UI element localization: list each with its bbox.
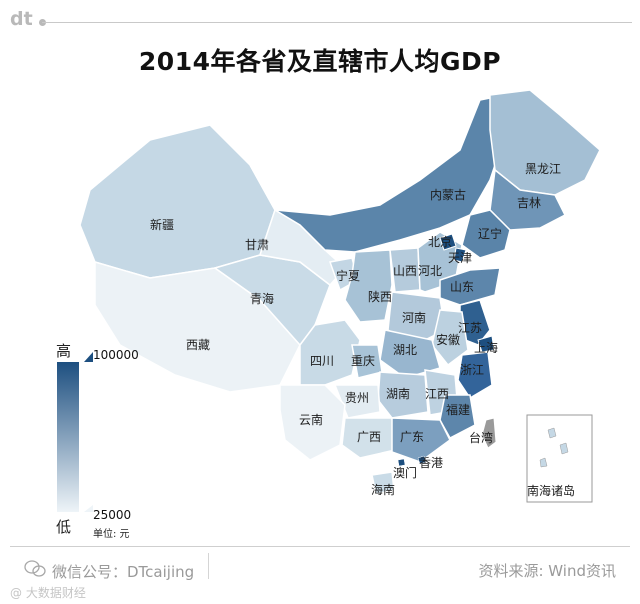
label-jiangxi: 江西	[425, 387, 449, 401]
label-anhui: 安徽	[436, 332, 460, 347]
label-hainan: 海南	[371, 482, 395, 497]
label-xianggang: 香港	[419, 456, 443, 470]
region-henan	[387, 291, 446, 346]
label-gansu: 甘肃	[245, 238, 269, 252]
south-sea-inset	[526, 414, 593, 503]
label-jilin: 吉林	[517, 196, 541, 210]
label-taiwan: 台湾	[469, 430, 493, 445]
label-shanghai: 上海	[474, 340, 498, 355]
region-shanghai	[477, 335, 495, 353]
footer-separator	[208, 553, 209, 579]
header-rule	[42, 22, 632, 23]
label-heilongjiang: 黑龙江	[525, 162, 561, 176]
wechat-icon	[24, 560, 46, 582]
label-guizhou: 贵州	[345, 391, 369, 405]
label-nanhai: 南海诸岛	[527, 483, 575, 498]
label-hebei: 河北	[418, 264, 442, 278]
label-henan: 河南	[402, 310, 426, 325]
label-zhejiang: 浙江	[460, 363, 484, 377]
label-sichuan: 四川	[310, 354, 334, 368]
legend-min-value: 25000	[93, 508, 132, 522]
label-guangxi: 广西	[357, 430, 381, 444]
label-fujian: 福建	[446, 402, 470, 417]
label-neimenggu: 内蒙古	[430, 187, 466, 202]
label-yunnan: 云南	[299, 412, 323, 427]
label-tianjin: 天津	[448, 251, 472, 265]
legend-bottom-marker	[84, 505, 93, 512]
legend-low-label: 低	[56, 518, 72, 536]
region-hainan	[371, 471, 395, 495]
region-xinjiang	[79, 124, 276, 279]
label-liaoning: 辽宁	[478, 226, 502, 241]
label-beijing: 北京	[428, 235, 452, 249]
label-xinjiang: 新疆	[150, 217, 174, 232]
label-guangdong: 广东	[400, 430, 424, 444]
legend-max-value: 100000	[93, 348, 139, 362]
label-chongqing: 重庆	[351, 354, 375, 368]
label-hubei: 湖北	[393, 342, 417, 357]
label-shaanxi: 陕西	[368, 289, 392, 304]
label-ningxia: 宁夏	[336, 268, 360, 283]
region-guangdong	[391, 417, 451, 463]
brand-logo: dt	[10, 8, 33, 30]
south-sea-islands	[539, 427, 569, 468]
legend-high-label: 高	[56, 342, 72, 360]
label-shandong: 山东	[450, 280, 474, 294]
label-shanxi: 山西	[393, 264, 417, 278]
region-beijing	[439, 233, 457, 251]
footer-source: 资料来源: Wind资讯	[478, 562, 616, 580]
region-anhui	[431, 309, 469, 367]
legend-unit: 单位: 元	[93, 529, 130, 540]
label-hunan: 湖南	[386, 386, 410, 401]
footer-wechat: 微信公号：DTcaijing	[24, 560, 194, 582]
region-yunnan	[279, 384, 346, 461]
label-qinghai: 青海	[250, 291, 274, 306]
region-tianjin	[453, 247, 467, 263]
region-zhejiang	[457, 351, 493, 400]
label-xizang: 西藏	[186, 338, 210, 352]
map-title: 2014年各省及直辖市人均GDP	[138, 47, 502, 76]
legend-top-marker	[84, 352, 93, 362]
region-hubei	[379, 329, 441, 379]
region-fujian	[439, 394, 476, 440]
legend-gradient-bar	[57, 362, 79, 512]
region-xianggang	[417, 455, 427, 465]
label-jiangsu: 江苏	[458, 321, 482, 335]
region-aomen	[397, 458, 406, 467]
footer-rule	[10, 546, 630, 547]
region-taiwan	[481, 417, 497, 449]
region-heilongjiang	[489, 89, 601, 196]
region-guangxi	[341, 417, 396, 459]
label-aomen: 澳门	[393, 465, 417, 480]
watermark: @ 大数据财经	[10, 586, 86, 600]
footer-wechat-text: 微信公号：DTcaijing	[52, 562, 195, 581]
